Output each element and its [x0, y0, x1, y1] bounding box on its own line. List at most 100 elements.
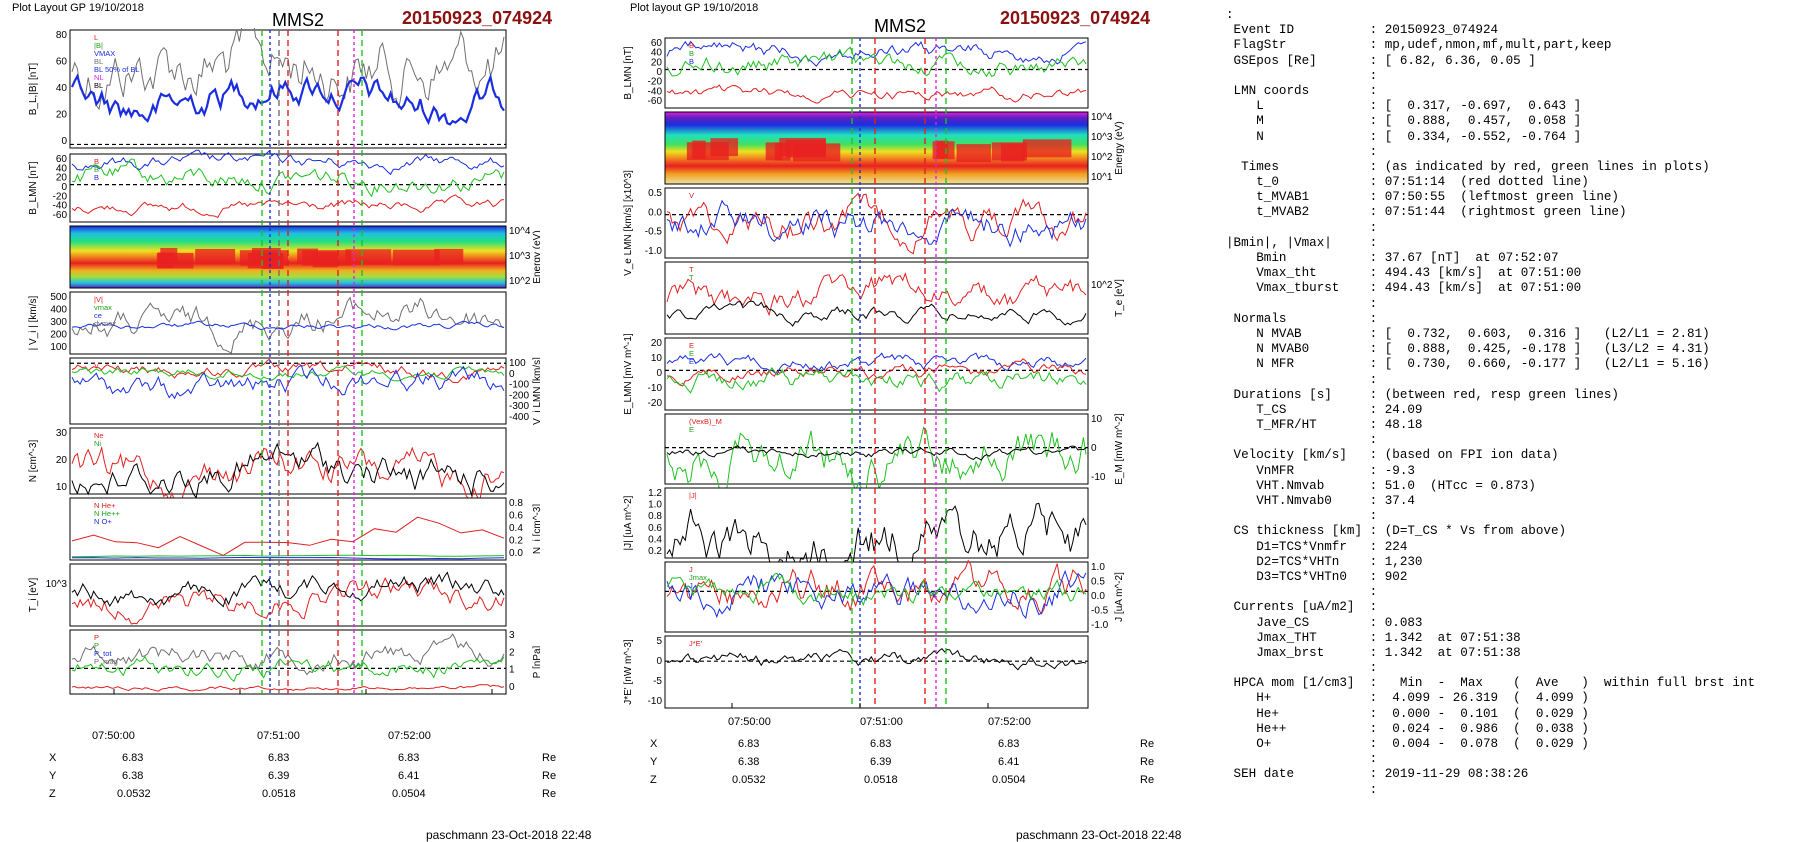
- legend-entry: J: [689, 565, 693, 574]
- legend-entry: T: [689, 265, 694, 274]
- spectrogram-blob: [392, 249, 440, 266]
- panel-3: 10^2 T_e [eV] TT: [664, 261, 1125, 335]
- y-tick-label: 100: [50, 342, 67, 353]
- y-tick-label: -40: [648, 86, 663, 97]
- series-line: [666, 559, 1087, 615]
- y-axis-label: J [uA m^-2]: [1114, 572, 1125, 622]
- legend-entry: P: [94, 633, 99, 642]
- coord-value: 0.0532: [117, 788, 151, 800]
- y-tick-label: 0: [656, 656, 662, 667]
- y-tick-label: -10: [648, 383, 663, 394]
- y-axis-label: T_i [eV]: [28, 578, 39, 613]
- legend-entry: B: [689, 57, 694, 66]
- info-line: VHT.Nmvab : 51.0 (HTcc = 0.873): [1226, 478, 1536, 493]
- y-tick-label: -60: [648, 96, 663, 107]
- y-tick-label: 10^2: [1091, 280, 1113, 291]
- legend-entry: N O+: [94, 517, 112, 526]
- series-line: [71, 556, 505, 560]
- info-line: :: [1226, 585, 1378, 600]
- y-tick-label: 1.0: [1091, 562, 1105, 573]
- series-line: [71, 296, 505, 354]
- info-line: O+ : 0.004 - 0.078 ( 0.029 ): [1226, 737, 1589, 751]
- y-axis-label: Energy (eV): [532, 230, 540, 283]
- y-tick-label: 1.2: [648, 488, 662, 499]
- spectrogram-blob: [991, 142, 1027, 161]
- panel-8: 5 0 -5 -10 J*E' [nW m^-3] J*E': [623, 635, 1089, 709]
- y-tick-label: 10^1: [1091, 172, 1113, 183]
- info-line: :: [1226, 752, 1378, 767]
- legend-entry: E: [689, 425, 694, 434]
- info-line: :: [1226, 220, 1378, 235]
- coord-value: 6.83: [870, 738, 892, 750]
- y-tick-label: 0.8: [509, 498, 523, 509]
- y-tick-label: 80: [56, 30, 68, 41]
- left-time-label: 07:51:00: [257, 730, 300, 742]
- y-tick-label: 0.0: [509, 548, 523, 559]
- info-line: T_MFR/HT : 48.18: [1226, 418, 1423, 433]
- coord-name: X: [650, 738, 658, 750]
- coord-value: 0.0518: [262, 788, 296, 800]
- coord-unit: Re: [542, 788, 557, 800]
- info-line: t_MVAB2 : 07:51:44 (rightmost green line…: [1226, 205, 1627, 220]
- left-coord-row-y: Y 6.38 6.39 6.41 Re: [0, 770, 580, 784]
- y-tick-label: 30: [56, 428, 68, 439]
- info-line: Jmax_brst : 1.342 at 07:51:38: [1226, 645, 1521, 660]
- info-line: Vmax_tburst : 494.43 [km/s] at 07:51:00: [1226, 281, 1582, 296]
- legend-entry: L: [94, 33, 98, 42]
- spectrogram-blob: [1022, 139, 1072, 158]
- y-tick-label: 0.6: [648, 523, 662, 534]
- y-tick-label: 1.0: [648, 500, 662, 511]
- info-line: Currents [uA/m2] :: [1226, 600, 1378, 615]
- coord-value: 6.38: [738, 756, 760, 768]
- event-info-panel: : Event ID : 20150923_074924 FlagStr : m…: [1226, 8, 1796, 798]
- y-tick-label: 0.2: [648, 546, 662, 557]
- y-tick-label: -20: [648, 398, 663, 409]
- info-line: VHT.Nmvab0 : 37.4: [1226, 494, 1415, 508]
- info-line: D2=TCS*VHTn : 1,230: [1226, 554, 1423, 569]
- info-line: :: [1226, 372, 1378, 387]
- coord-unit: Re: [1140, 756, 1155, 768]
- y-tick-label: 40: [651, 48, 663, 59]
- info-line: Times : (as indicated by red, green line…: [1226, 159, 1710, 174]
- y-tick-label: 10^4: [1091, 112, 1113, 123]
- y-tick-label: -400: [509, 412, 529, 423]
- y-tick-label: 10^3: [1091, 132, 1113, 143]
- left-time-label: 07:52:00: [388, 730, 431, 742]
- right-spacecraft-label: MMS2: [874, 16, 927, 36]
- series-line: [666, 572, 1087, 607]
- series-line: [71, 28, 505, 111]
- panel-5: 10 0 -10 E_M [mW m^-2] (VexB)_ME: [664, 413, 1125, 500]
- info-line: Vmax_tht : 494.43 [km/s] at 07:51:00: [1226, 266, 1582, 281]
- y-tick-label: 0.5: [1091, 577, 1105, 588]
- info-line: Normals :: [1226, 311, 1378, 326]
- series-line: [70, 73, 505, 126]
- y-tick-label: -5: [653, 676, 662, 687]
- info-line: LMN coords :: [1226, 83, 1378, 98]
- y-tick-label: 300: [50, 317, 67, 328]
- info-line: :: [1226, 68, 1378, 83]
- y-tick-label: 10^2: [1091, 152, 1113, 163]
- y-tick-label: 10^3: [46, 579, 68, 590]
- info-line: :: [1226, 509, 1378, 524]
- series-line: [71, 365, 505, 382]
- y-tick-label: 20: [651, 57, 663, 68]
- panel-2: 10^4 10^3 10^2 Energy (eV): [69, 225, 540, 289]
- coord-unit: Re: [1140, 774, 1155, 786]
- left-footer: paschmann 23-Oct-2018 22:48: [426, 828, 592, 842]
- legend-entry: |B|: [94, 41, 103, 50]
- y-tick-label: 0: [1091, 443, 1097, 454]
- y-tick-label: 0.4: [648, 534, 662, 545]
- panel-frame: [664, 37, 1089, 109]
- left-coord-row-x: X 6.83 6.83 6.83 Re: [0, 752, 580, 766]
- legend-entry: |V|: [94, 295, 103, 304]
- info-line: Event ID : 20150923_074924: [1226, 23, 1499, 38]
- spectrogram-blob: [195, 248, 236, 265]
- series-line: [71, 320, 505, 331]
- info-line: N MFR : [ 0.730, 0.660, -0.177 ] (L2/L1 …: [1226, 357, 1710, 372]
- info-line: Velocity [km/s] : (based on FPI ion data…: [1226, 448, 1559, 463]
- y-tick-label: 0.2: [509, 536, 523, 547]
- y-tick-label: -0.5: [645, 227, 663, 238]
